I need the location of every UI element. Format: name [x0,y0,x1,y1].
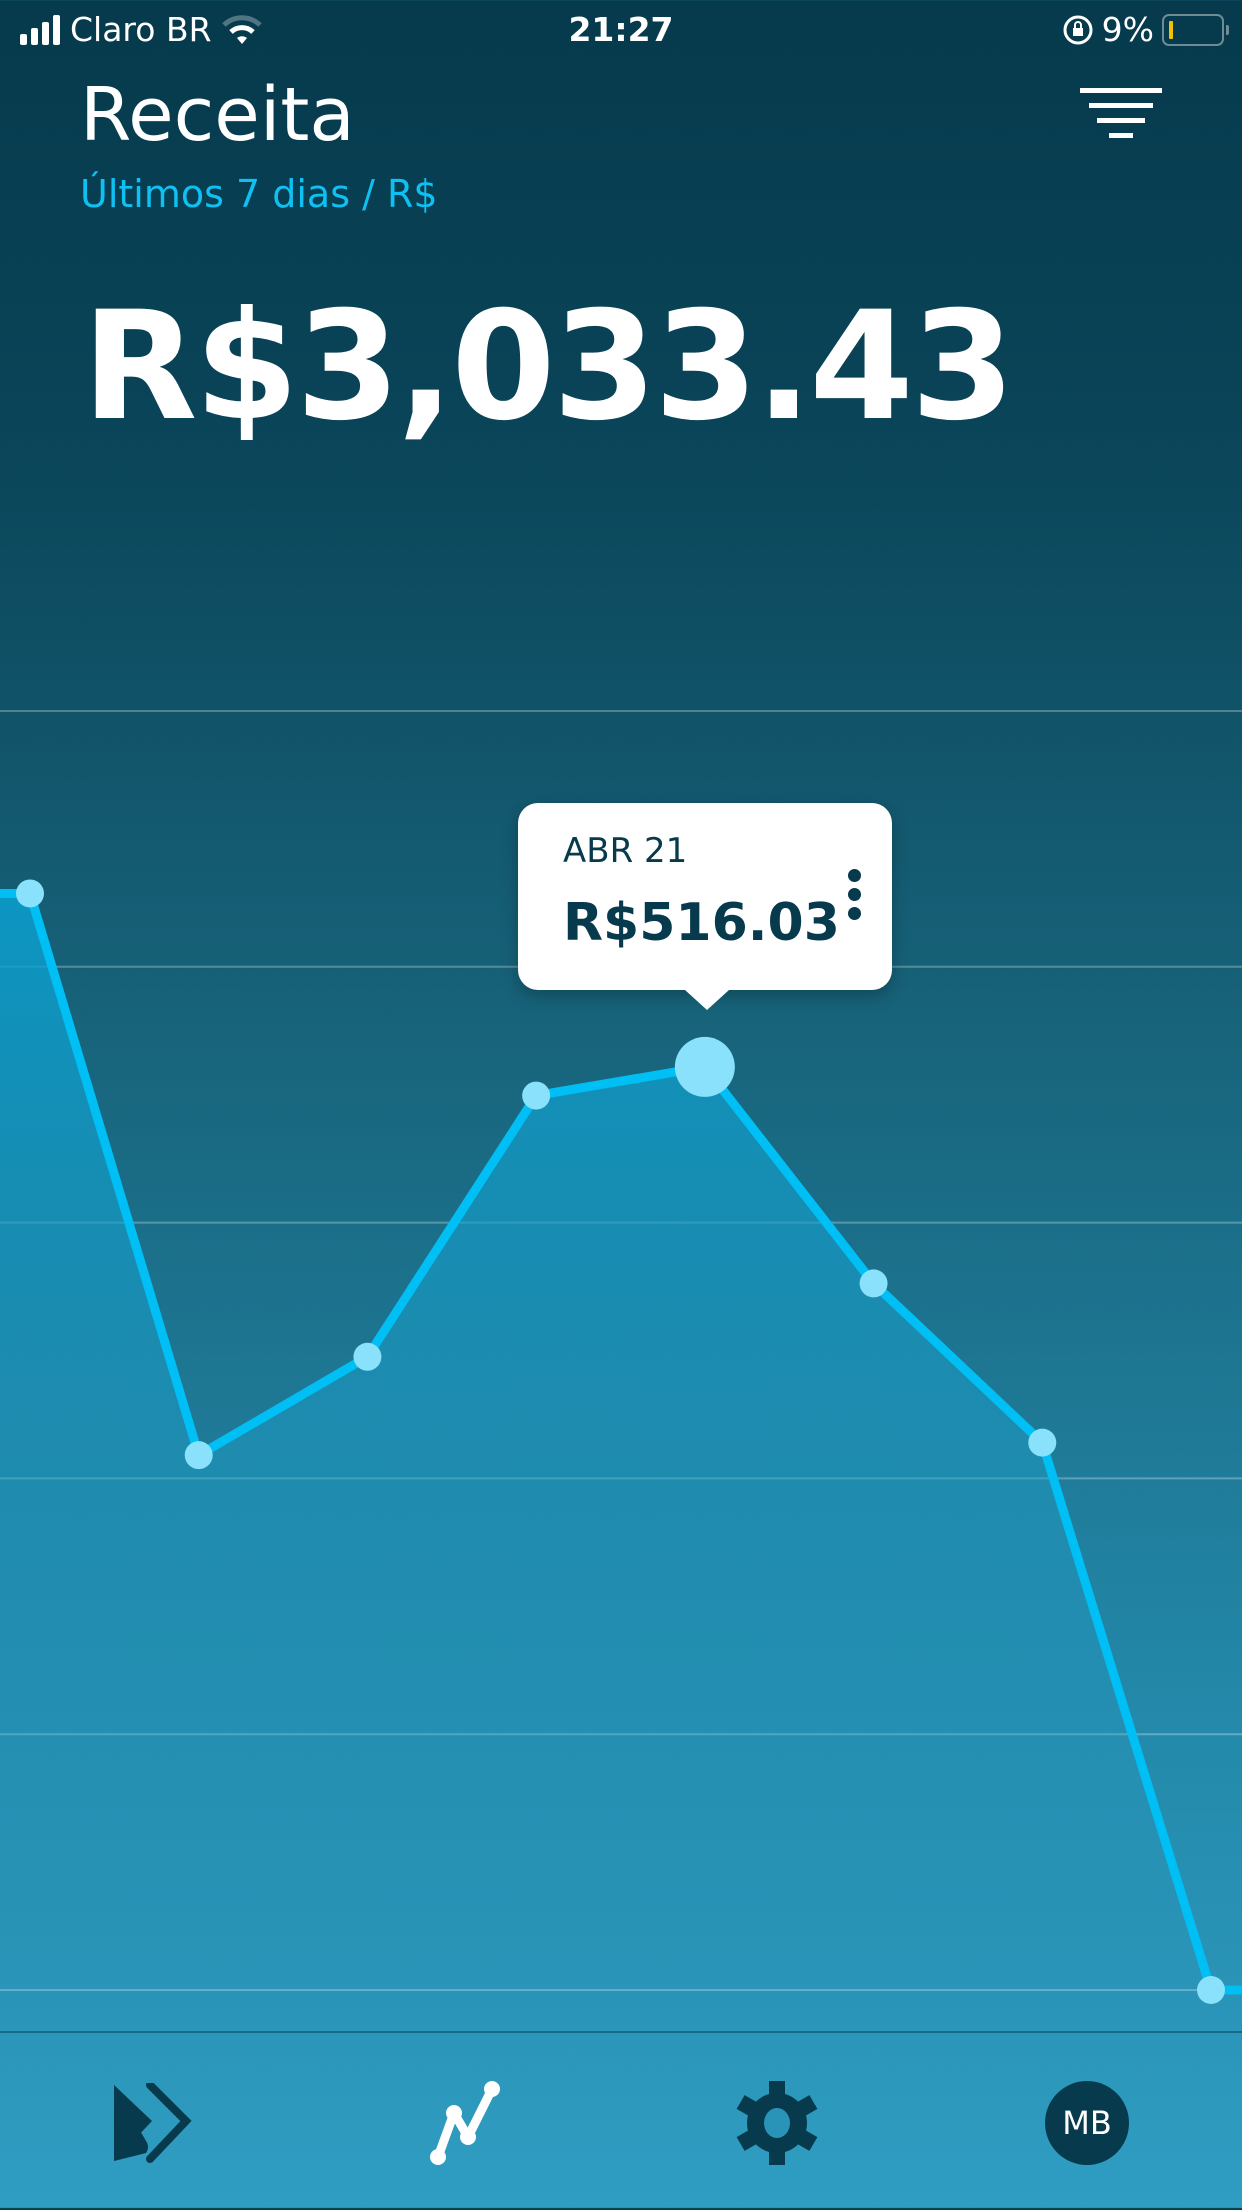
data-point[interactable] [353,1342,382,1371]
tooltip-date: ABR 21 [563,831,688,871]
data-tooltip: ABR 21 R$516.03 [518,803,892,1010]
data-point[interactable] [1028,1428,1057,1457]
chart-line [0,888,1242,1995]
data-point[interactable] [184,1441,213,1470]
carrier: Claro BR [70,10,212,49]
data-point-selected[interactable] [674,1036,735,1097]
bottom-nav: MB [0,2031,1242,2210]
signal-icon [20,14,60,45]
nav-dashboard[interactable] [108,2078,198,2168]
total-revenue: R$3,033.43 [82,280,1015,454]
rotation-lock-icon [1063,15,1093,44]
wifi-icon [221,14,262,44]
double-chevron-icon [114,2083,192,2163]
page-title: Receita [80,72,355,158]
clock: 21:27 [568,10,674,49]
data-point[interactable] [522,1081,551,1110]
nav-profile[interactable]: MB [1042,2078,1132,2168]
revenue-chart[interactable] [0,0,1242,2030]
more-vertical-icon[interactable] [848,869,862,926]
battery-percent: 9% [1101,10,1154,49]
tooltip-value: R$516.03 [563,893,840,953]
data-point[interactable] [16,879,44,908]
battery-icon [1162,13,1229,46]
chart-area [0,893,1242,1990]
avatar[interactable]: MB [1045,2081,1129,2165]
filter-icon[interactable] [1080,88,1162,140]
nav-settings[interactable] [732,2078,822,2168]
data-point[interactable] [859,1269,888,1298]
gear-icon [736,2081,818,2165]
data-point[interactable] [1197,1976,1225,2004]
line-chart-icon [430,2081,500,2165]
period-subtitle[interactable]: Últimos 7 dias / R$ [80,172,438,216]
nav-chart[interactable] [420,2078,510,2168]
status-bar: Claro BR 21:27 9% [0,0,1242,62]
